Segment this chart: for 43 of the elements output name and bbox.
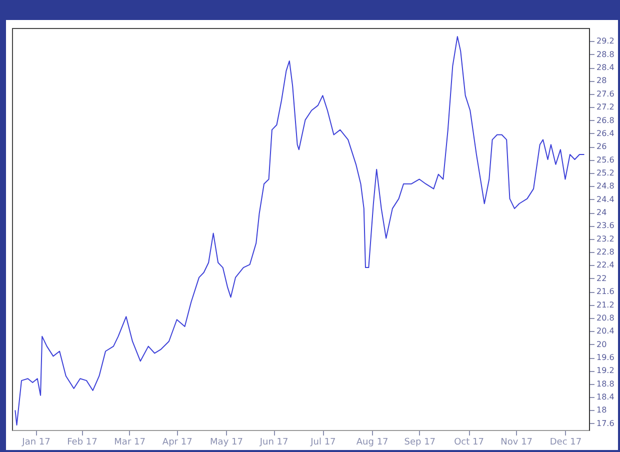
y-tick-label: 22 — [596, 274, 607, 283]
x-tick-label: Apr 17 — [162, 438, 192, 448]
y-tick-label: 25.6 — [596, 155, 614, 164]
y-tick-label: 23.6 — [596, 221, 614, 230]
y-tick-label: 26.4 — [596, 128, 614, 138]
x-tick-label: Aug 17 — [356, 438, 388, 448]
y-tick-label: 21.2 — [596, 300, 614, 310]
y-tick-label: 20.4 — [596, 326, 614, 336]
y-tick-label: 23.2 — [596, 234, 614, 244]
y-tick-label: 24 — [596, 208, 607, 218]
y-tick-label: 28.4 — [596, 63, 614, 72]
y-tick-label: 18.4 — [596, 392, 614, 402]
y-tick-label: 22.4 — [596, 260, 614, 270]
y-tick-label: 28 — [596, 76, 607, 86]
y-tick-label: 19.6 — [596, 353, 614, 362]
y-tick-label: 18.8 — [596, 379, 614, 388]
x-tick-label: Dec 17 — [550, 438, 582, 448]
y-tick-label: 25.2 — [596, 168, 614, 178]
y-tick-label: 22.8 — [596, 248, 614, 257]
x-tick-label: Mar 17 — [114, 438, 146, 448]
x-tick-label: Nov 17 — [500, 438, 533, 448]
y-tick-label: 17.6 — [596, 418, 614, 428]
x-tick-label: Oct 17 — [454, 438, 484, 448]
y-tick-label: 24.8 — [596, 182, 614, 191]
y-tick-label: 21.6 — [596, 287, 614, 296]
y-tick-label: 28.8 — [596, 50, 614, 59]
y-tick-label: 26.8 — [596, 116, 614, 125]
x-tick-label: Jan 17 — [21, 438, 50, 448]
y-tick-label: 27.6 — [596, 89, 614, 98]
y-tick-label: 24.4 — [596, 194, 614, 204]
y-tick-label: 29.2 — [596, 36, 614, 46]
x-tick-label: Feb 17 — [67, 438, 98, 448]
line-series — [14, 36, 585, 426]
y-tick-label: 26 — [596, 142, 607, 152]
x-tick-label: Sep 17 — [404, 438, 436, 448]
y-tick-label: 27.2 — [596, 102, 614, 112]
y-tick-label: 20 — [596, 340, 607, 349]
y-tick-label: 20.8 — [596, 313, 614, 322]
x-tick-label: Jun 17 — [258, 438, 288, 448]
x-tick-label: Jul 17 — [310, 438, 336, 448]
x-tick-label: May 17 — [210, 438, 243, 448]
y-tick-label: 18 — [596, 406, 607, 415]
y-tick-label: 19.2 — [596, 366, 614, 376]
